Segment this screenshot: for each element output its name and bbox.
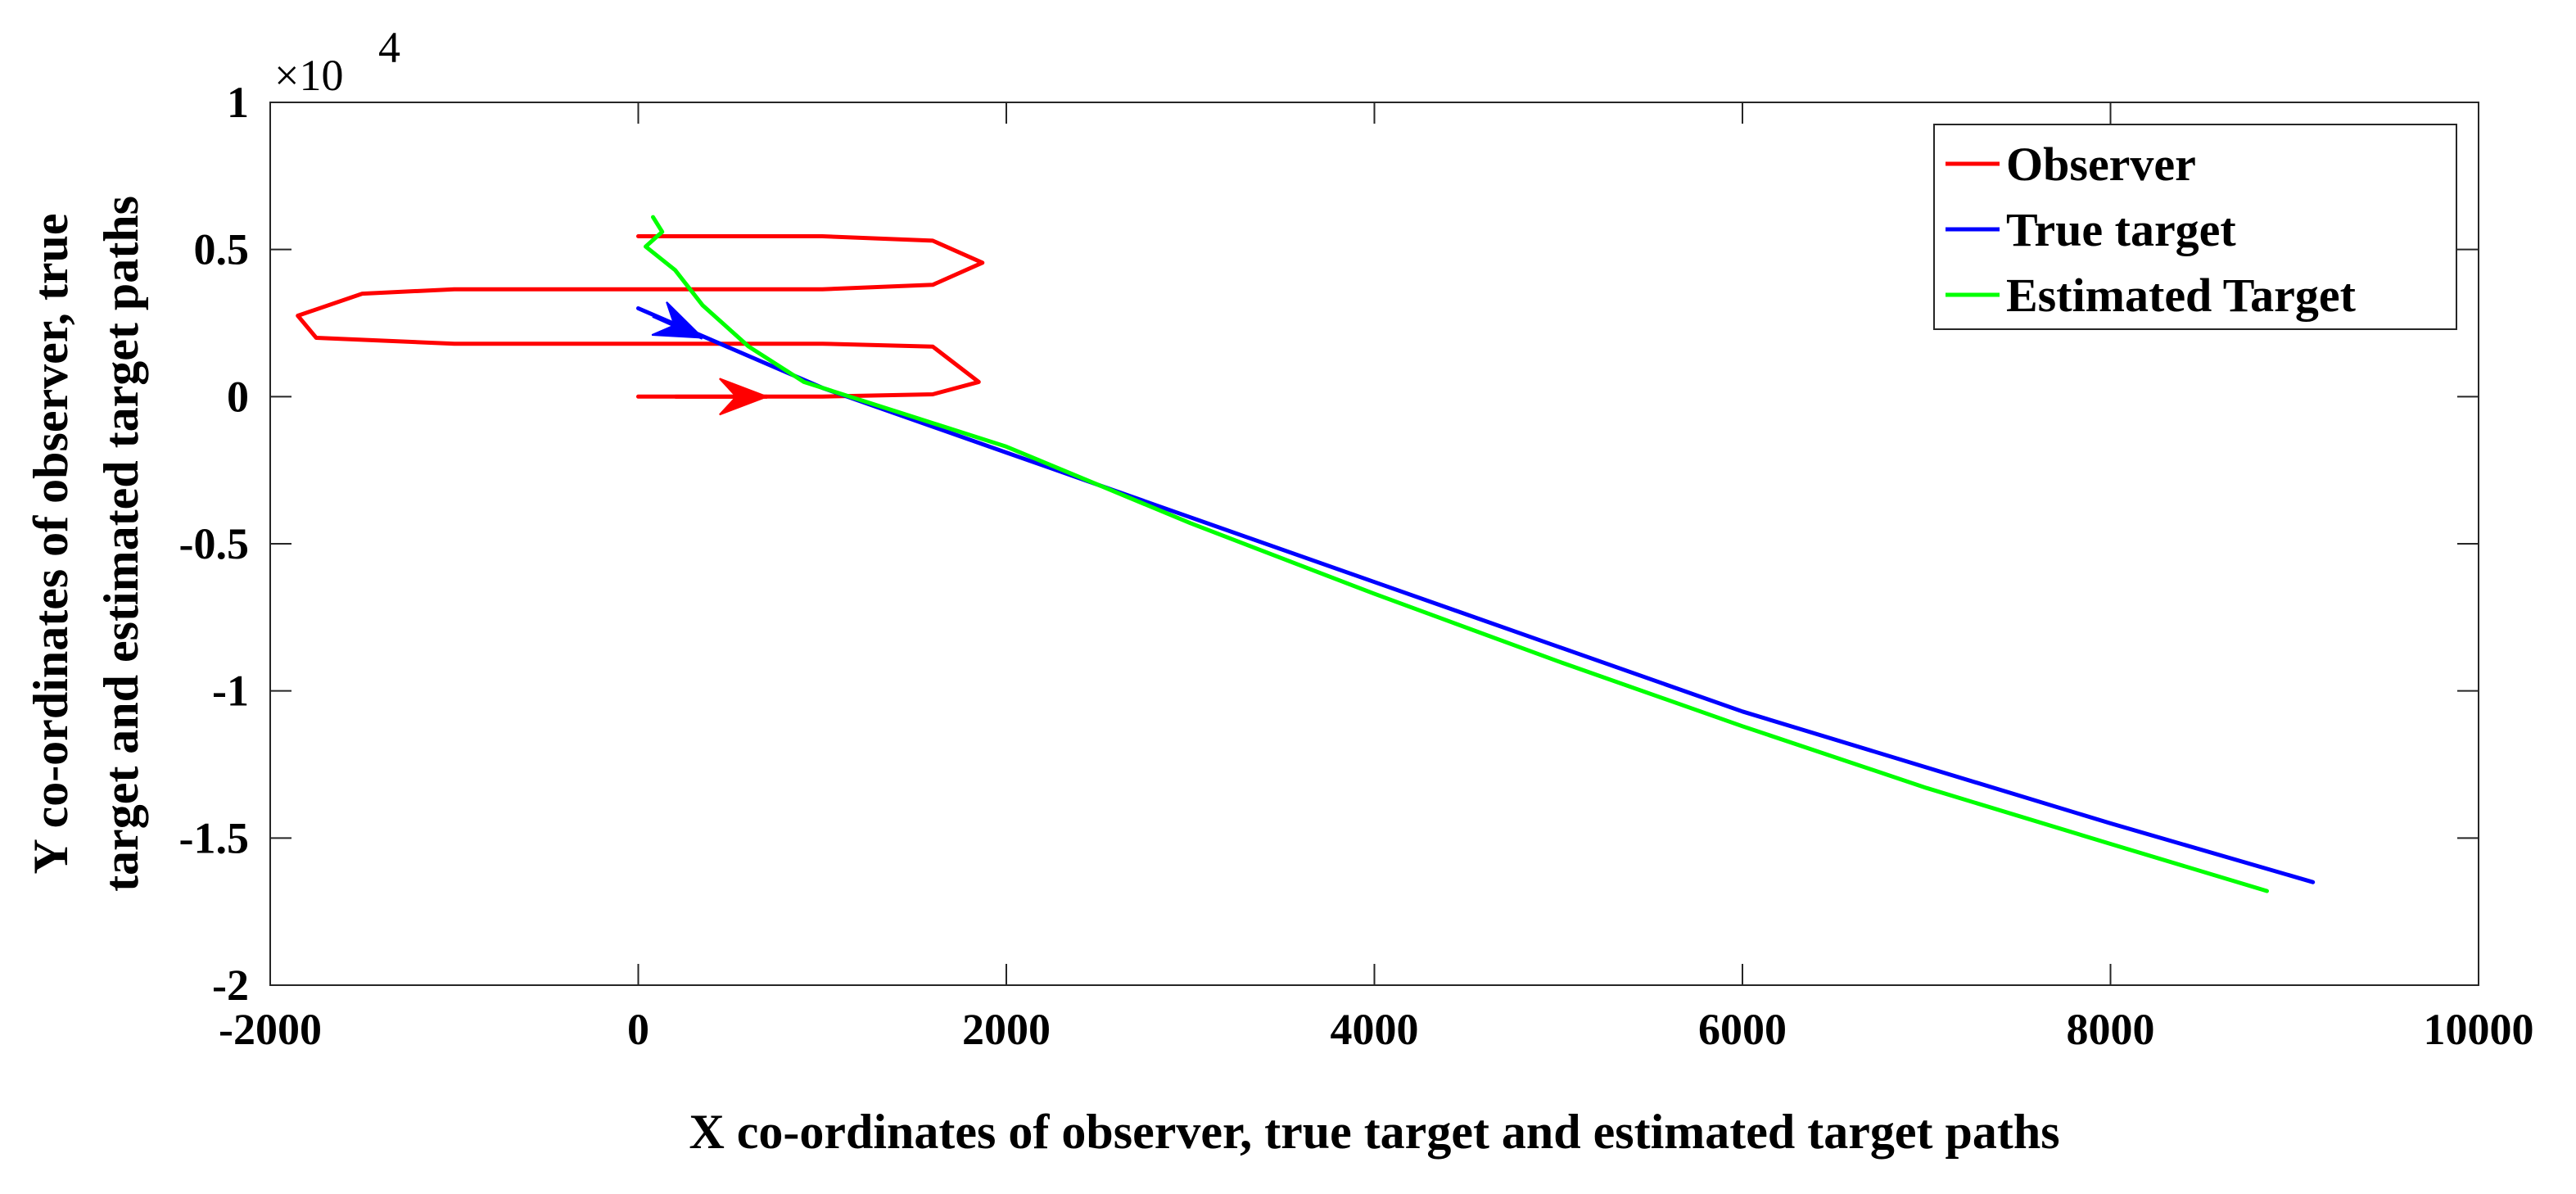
x-tick-label: 0 — [627, 1005, 649, 1054]
y-tick-label: 0.5 — [194, 225, 250, 274]
x-tick-label: 10000 — [2424, 1005, 2534, 1054]
legend-label-observer: Observer — [2006, 138, 2196, 191]
x-tick-label: -2000 — [219, 1005, 322, 1054]
series-line-estimated-target — [644, 215, 2269, 893]
legend: Observer True target Estimated Target — [1933, 124, 2457, 330]
y-tick-label: 1 — [227, 78, 249, 127]
y-tick-label: 0 — [227, 372, 249, 421]
y-axis-label-line-1: Y co-ordinates of observer, true — [24, 213, 78, 874]
x-tick-label: 8000 — [2067, 1005, 2155, 1054]
legend-label-true-target: True target — [2006, 203, 2236, 256]
plot-area — [296, 215, 2316, 893]
y-tick-label: -0.5 — [179, 519, 249, 568]
y-tick-label: -1 — [212, 667, 249, 716]
x-axis-label: X co-ordinates of observer, true target … — [689, 1105, 2059, 1159]
axes: -2000 0 2000 4000 6000 8000 10000 -2 -1.5 -1 -0.5 0… — [179, 78, 2534, 1054]
series-line-observer — [296, 234, 985, 399]
y-exponent-power: 4 — [378, 23, 400, 72]
series-arrowhead-true-target — [651, 301, 705, 339]
x-tick-label: 2000 — [962, 1005, 1051, 1054]
series-arrowhead-observer — [719, 378, 770, 416]
x-tick-label: 4000 — [1331, 1005, 1419, 1054]
x-tick-label: 6000 — [1698, 1005, 1787, 1054]
legend-label-estimated-target: Estimated Target — [2006, 269, 2357, 322]
y-exponent-label: ×10 — [274, 51, 343, 100]
y-axis-label-line-2: target and estimated target paths — [94, 196, 148, 892]
y-tick-label: -1.5 — [179, 813, 249, 862]
y-tick-label: -2 — [212, 961, 249, 1010]
series-line-true-target — [636, 306, 2316, 884]
legend-box — [1933, 124, 2457, 330]
